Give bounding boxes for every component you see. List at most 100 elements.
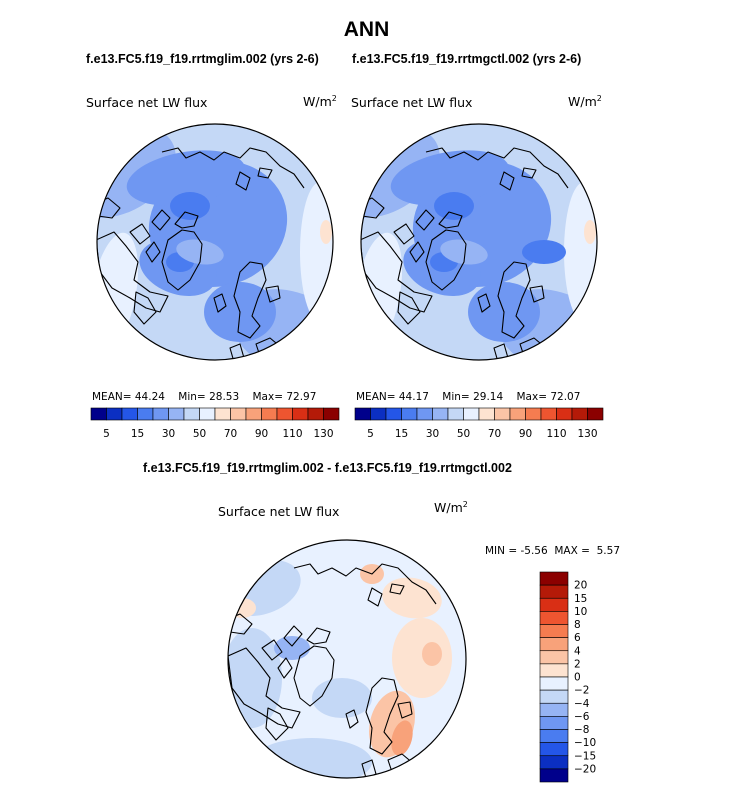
panel2-colorbar-box — [416, 407, 433, 421]
panel1-title: f.e13.FC5.f19_f19.rrtmglim.002 (yrs 2-6) — [86, 52, 319, 66]
panel1-colorbar-box — [276, 407, 293, 421]
diff-colorbar-tick: 10 — [574, 606, 587, 618]
panel1-units: W/m2 — [303, 94, 337, 110]
diff-colorbar-box — [539, 742, 569, 757]
diff-colorbar-tick: −8 — [574, 724, 589, 736]
diff-map — [227, 539, 467, 779]
panel2-title: f.e13.FC5.f19_f19.rrtmgctl.002 (yrs 2-6) — [352, 52, 582, 66]
panel2-colorbar-box — [587, 407, 604, 421]
panel1-coast-siberia — [161, 147, 305, 189]
panel2-coast-island — [393, 223, 415, 245]
panel1-colorbar-box — [168, 407, 185, 421]
panel2-map — [360, 123, 598, 361]
panel1-stats: MEAN= 44.24 Min= 28.53 Max= 72.97 — [92, 391, 317, 403]
diff-variable: Surface net LW flux — [218, 504, 340, 519]
diff-field-patch — [274, 636, 310, 660]
panel2-colorbar-box — [463, 407, 480, 421]
diff-coast-novaya-zemlya — [367, 587, 383, 607]
panel1-min: 28.53 — [209, 391, 240, 403]
panel1-coast-scandinavia — [233, 261, 267, 339]
panel1-coast-island — [129, 223, 151, 245]
diff-colorbar-tick: −6 — [574, 711, 590, 723]
panel2-colorbar-tick: 130 — [577, 428, 597, 440]
panel1-map-border — [96, 123, 334, 361]
panel1-coast-iceland — [213, 293, 227, 313]
diff-colorbar-box — [539, 597, 569, 612]
diff-colorbar-tick: −4 — [574, 698, 590, 710]
panel2-coast-hudson-bay — [397, 291, 421, 325]
diff-colorbar-tick: −15 — [574, 750, 596, 762]
diff-colorbar-tick: −10 — [574, 737, 596, 749]
diff-colorbar-box — [539, 650, 569, 665]
diff-coast-island — [277, 657, 293, 679]
diff-colorbar-tick: 4 — [574, 645, 581, 657]
diff-colorbar-tick: 0 — [574, 672, 581, 684]
panel1-colorbar-tick: 30 — [162, 428, 175, 440]
panel1-colorbar-tick: 110 — [282, 428, 302, 440]
panel1-coast-greenland — [161, 229, 203, 291]
panel1-variable: Surface net LW flux — [86, 95, 208, 110]
panel1-colorbar-box — [323, 407, 340, 421]
diff-coast-hudson-bay — [265, 707, 289, 741]
diff-colorbar-tick: 15 — [574, 593, 587, 605]
panel1-colorbar-box — [137, 407, 154, 421]
panel1-colorbar-box — [261, 407, 278, 421]
panel1-field-patch — [300, 182, 333, 322]
panel2-colorbar-box — [525, 407, 542, 421]
panel2-coast-greenland — [425, 229, 467, 291]
diff-units: W/m2 — [434, 500, 468, 516]
panel2-coast-island — [438, 211, 463, 229]
diff-coast-island — [306, 627, 331, 645]
panel2-coast-siberia — [425, 147, 569, 189]
panel1-colorbar-box — [245, 407, 262, 421]
panel1-colorbar-box — [90, 407, 107, 421]
panel1-colorbar-box — [121, 407, 138, 421]
panel2-colorbar-box — [571, 407, 588, 421]
page-title: ANN — [343, 18, 390, 41]
panel1-field-core — [170, 192, 210, 220]
panel1-field-core — [126, 150, 246, 206]
panel2-coast-island — [529, 285, 545, 303]
diff-coast-island — [283, 625, 303, 647]
panel1-field-patch — [176, 239, 224, 265]
panel2-colorbar-tick: 50 — [457, 428, 470, 440]
panel1-colorbar-tick: 50 — [193, 428, 206, 440]
panel2-field-core — [390, 150, 510, 206]
panel2-colorbar-tick: 30 — [426, 428, 439, 440]
panel2-colorbar-tick: 70 — [488, 428, 501, 440]
panel1-colorbar: 5 15 30 50 70 90 110 130 — [90, 407, 340, 440]
panel2-coast-island — [415, 209, 435, 231]
diff-coast-island — [397, 701, 413, 719]
diff-colorbar-tick: 20 — [574, 580, 587, 592]
diff-colorbar-box — [539, 716, 569, 730]
panel1-coast-island — [151, 209, 171, 231]
panel2-coast-iceland — [477, 293, 491, 313]
panel2-colorbar-box — [447, 407, 464, 421]
panel2-colorbar-tick: 5 — [367, 428, 374, 440]
panel2-colorbar-box — [370, 407, 387, 421]
panel2-units: W/m2 — [568, 94, 602, 110]
diff-field-patch — [382, 577, 442, 619]
diff-coast-siberia — [293, 563, 437, 605]
diff-colorbar-box — [539, 637, 569, 652]
diff-map-border — [227, 539, 467, 779]
diff-colorbar-box — [539, 571, 569, 586]
panel2-field-patch — [564, 182, 597, 322]
panel2-field-core — [522, 240, 566, 264]
panel2-field-patch — [584, 220, 596, 244]
panel1-colorbar-tick: 70 — [224, 428, 237, 440]
panel2-colorbar-tick: 90 — [519, 428, 532, 440]
panel1-colorbar-tick: 15 — [131, 428, 144, 440]
diff-colorbar-box — [539, 702, 569, 717]
panel2-mean: 44.17 — [398, 391, 429, 403]
panel2-colorbar-box — [354, 407, 371, 421]
panel2-colorbar-box — [401, 407, 418, 421]
panel2-min: 29.14 — [473, 391, 504, 403]
panel1-coast-island — [265, 285, 281, 303]
diff-colorbar-tick: 8 — [574, 619, 581, 631]
panel2-colorbar-box — [556, 407, 573, 421]
panel2-colorbar-tick: 110 — [546, 428, 566, 440]
diff-title: f.e13.FC5.f19_f19.rrtmglim.002 - f.e13.F… — [143, 461, 512, 475]
panel1-coast-hudson-bay — [133, 291, 157, 325]
